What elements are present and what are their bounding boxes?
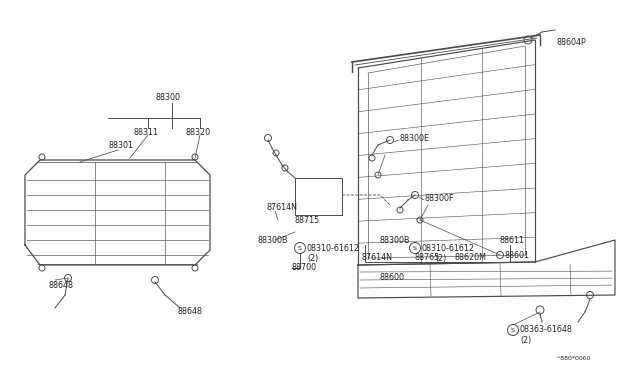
Text: 88300B: 88300B bbox=[258, 235, 289, 244]
Text: 88715: 88715 bbox=[295, 215, 320, 224]
Text: (2): (2) bbox=[520, 336, 531, 344]
Text: 88765: 88765 bbox=[415, 253, 440, 263]
Text: 88700: 88700 bbox=[292, 263, 317, 273]
Text: 08310-61612: 08310-61612 bbox=[422, 244, 475, 253]
Text: ^880*0060: ^880*0060 bbox=[555, 356, 591, 360]
Text: S: S bbox=[413, 246, 417, 250]
Text: 88320: 88320 bbox=[185, 128, 210, 137]
Text: (2): (2) bbox=[435, 253, 446, 263]
Text: S: S bbox=[511, 327, 515, 333]
Text: 08310-61612: 08310-61612 bbox=[307, 244, 360, 253]
Text: 88311: 88311 bbox=[133, 128, 158, 137]
Text: 88604P: 88604P bbox=[557, 38, 587, 46]
Text: S: S bbox=[298, 246, 302, 250]
Text: 88620M: 88620M bbox=[455, 253, 487, 263]
Text: 88300B: 88300B bbox=[380, 235, 410, 244]
Text: 88601: 88601 bbox=[505, 250, 530, 260]
Text: 88611: 88611 bbox=[500, 235, 525, 244]
Text: 88300E: 88300E bbox=[400, 134, 430, 142]
Text: 08363-61648: 08363-61648 bbox=[520, 326, 573, 334]
Text: (2): (2) bbox=[307, 253, 318, 263]
Text: 88648: 88648 bbox=[178, 308, 203, 317]
Text: 88648: 88648 bbox=[48, 280, 73, 289]
Text: 88301: 88301 bbox=[108, 141, 133, 150]
Text: 88300F: 88300F bbox=[425, 193, 454, 202]
Text: 87614N: 87614N bbox=[362, 253, 393, 263]
Text: 88300: 88300 bbox=[155, 93, 180, 102]
Text: 87614N: 87614N bbox=[267, 202, 298, 212]
Text: 88600: 88600 bbox=[380, 273, 405, 282]
